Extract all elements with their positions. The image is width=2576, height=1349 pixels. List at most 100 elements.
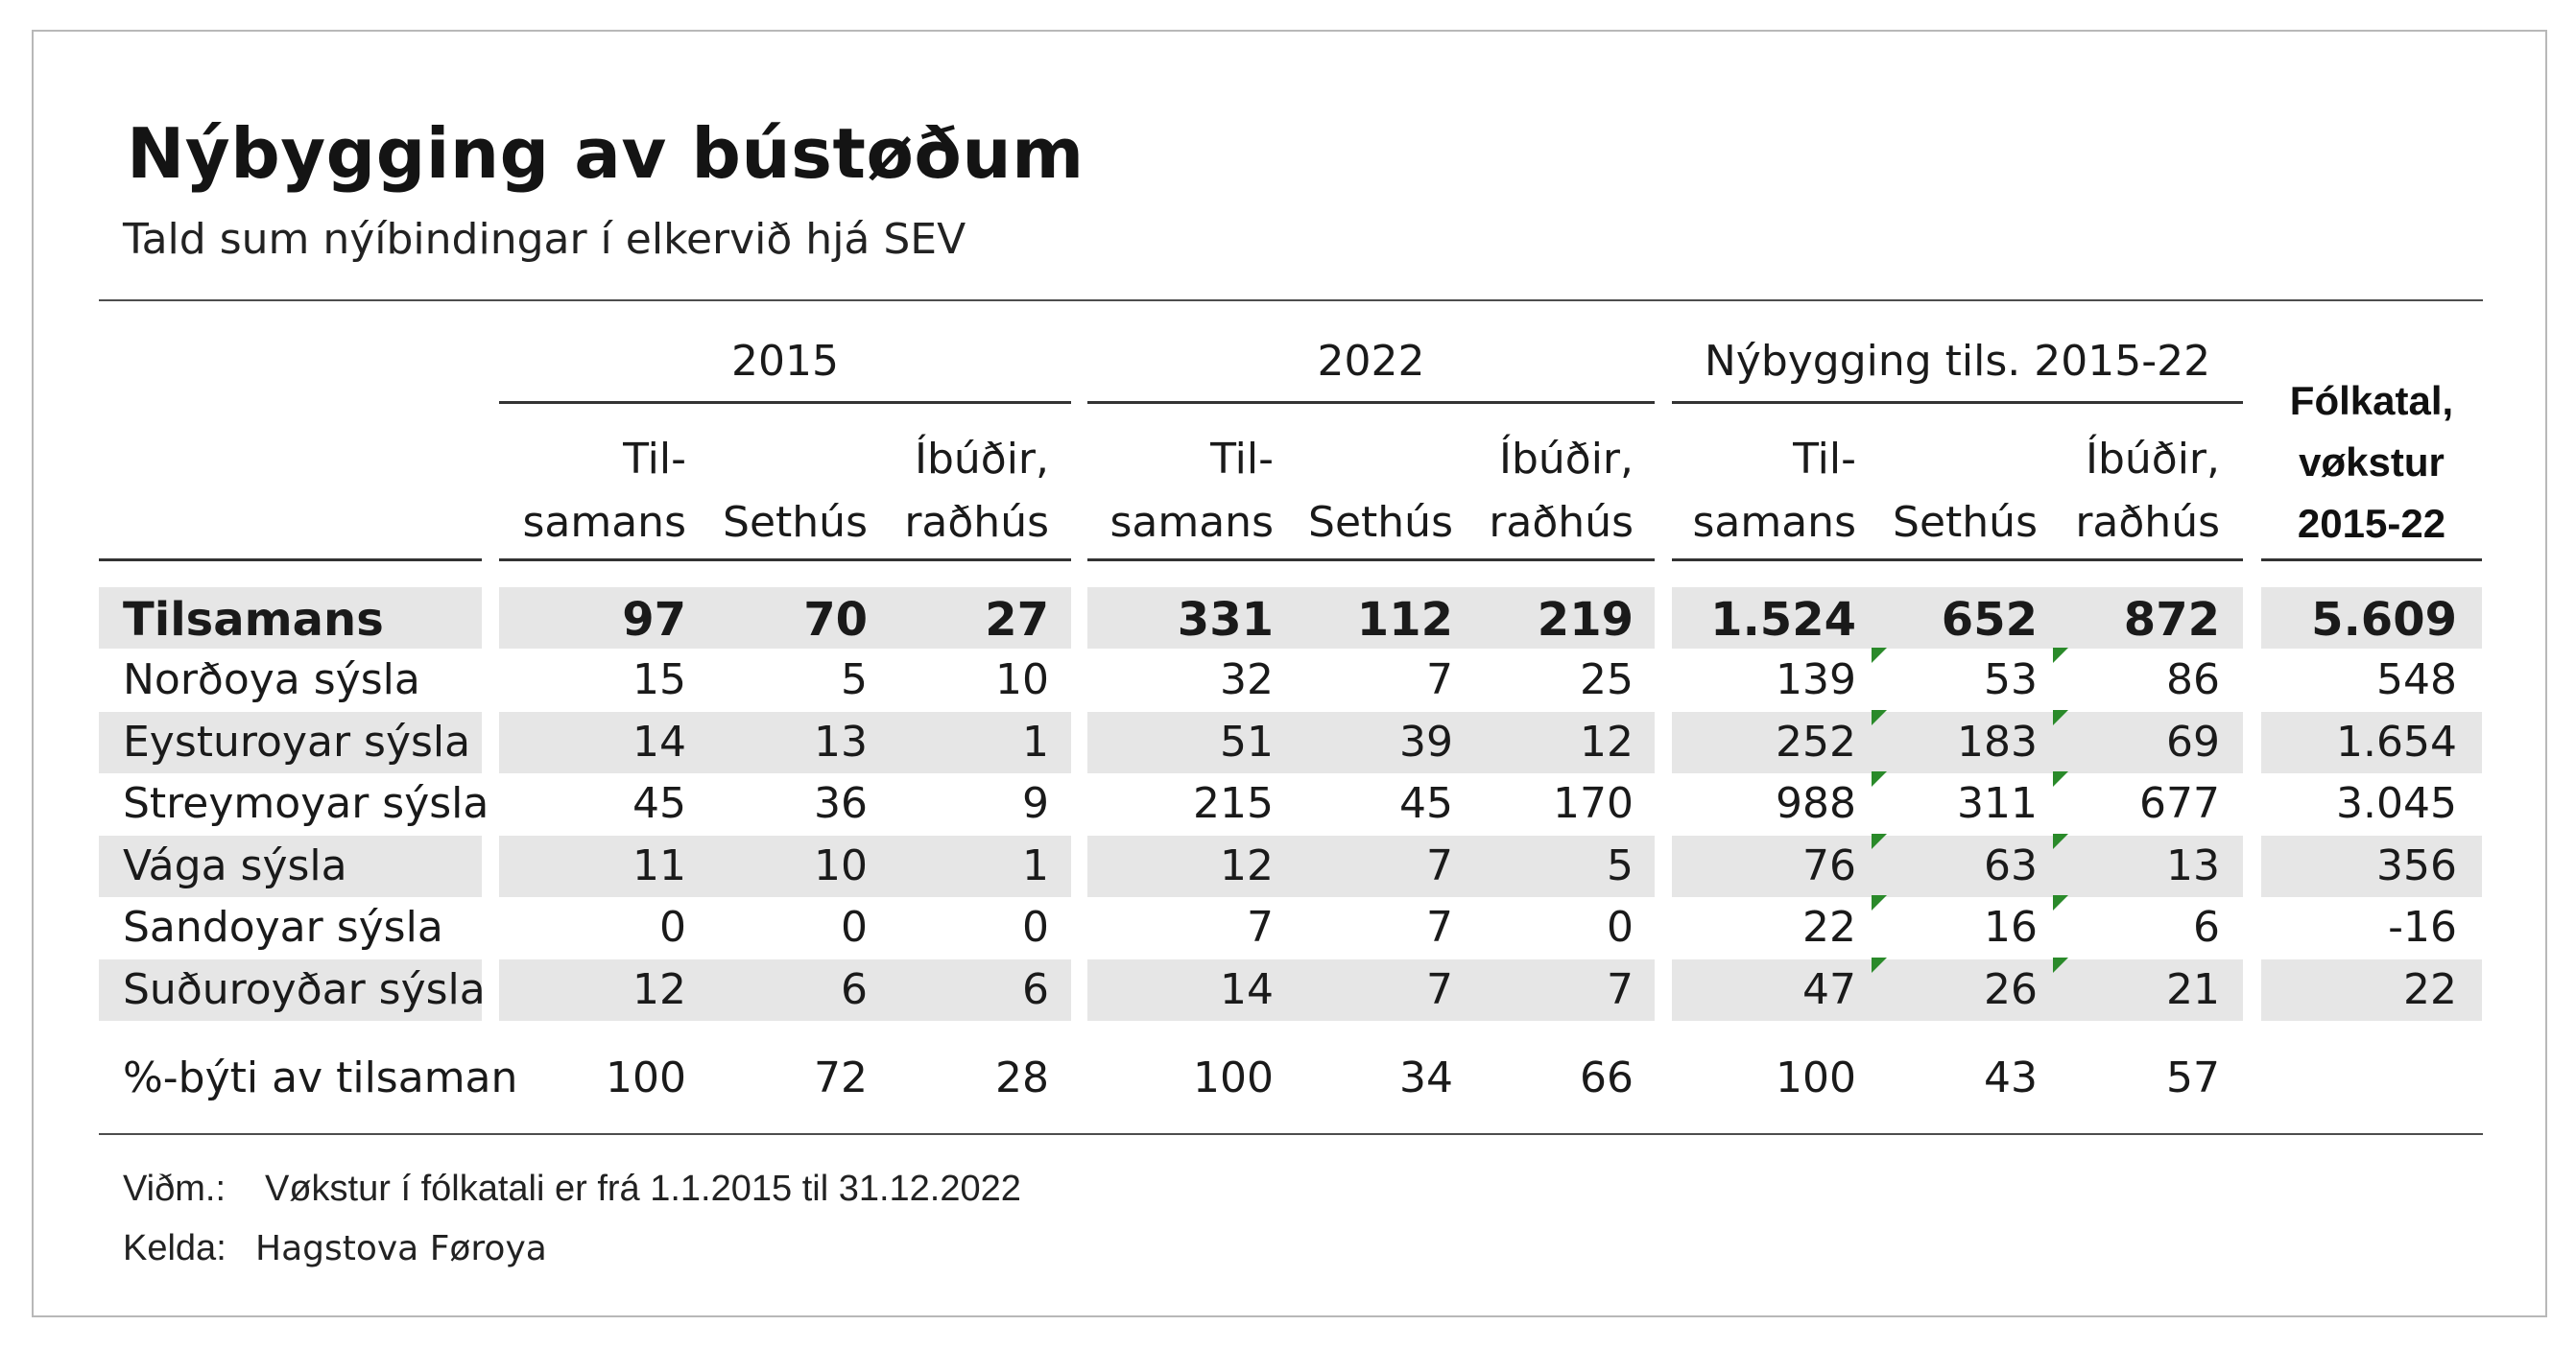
share-cell: 57 xyxy=(2166,1053,2220,1102)
table-cell: 53 xyxy=(1984,655,2038,704)
share-cell: 100 xyxy=(1193,1053,1274,1102)
header-bottom-rule xyxy=(99,558,482,561)
share-cell: 72 xyxy=(814,1053,868,1102)
column-header: Sethús xyxy=(1261,428,1453,555)
table-cell: 26 xyxy=(1984,965,2038,1014)
row-shading xyxy=(499,587,1071,649)
table-cell: 7 xyxy=(1607,965,1634,1014)
table-cell: 9 xyxy=(1022,779,1049,828)
table-cell: 13 xyxy=(2166,841,2220,890)
table-cell: 47 xyxy=(1802,965,1856,1014)
table-cell: 1 xyxy=(1022,718,1049,767)
group-header-underline xyxy=(1672,401,2243,404)
table-cell: 0 xyxy=(841,903,868,952)
header-bottom-rule xyxy=(1087,558,1655,561)
table-cell: 311 xyxy=(1957,779,2038,828)
table-cell: 1.654 xyxy=(2336,718,2457,767)
source-label: Kelda: xyxy=(123,1228,227,1268)
row-shading xyxy=(1087,959,1655,1021)
share-cell: 43 xyxy=(1984,1053,2038,1102)
column-header-line: samans xyxy=(1109,498,1274,547)
table-cell: 69 xyxy=(2166,718,2220,767)
table-cell: 5 xyxy=(841,655,868,704)
row-shading xyxy=(499,712,1071,773)
table-cell: 25 xyxy=(1580,655,1634,704)
table-cell: 219 xyxy=(1537,593,1634,647)
table-cell: 6 xyxy=(1022,965,1049,1014)
table-cell: 12 xyxy=(632,965,686,1014)
row-label: Tilsamans xyxy=(123,593,384,647)
row-shading xyxy=(2261,836,2482,897)
column-header-line: samans xyxy=(522,498,686,547)
row-label: Vága sýsla xyxy=(123,841,347,890)
table-cell: 3.045 xyxy=(2336,779,2457,828)
share-cell: 100 xyxy=(1776,1053,1856,1102)
column-header: Íbúðir, raðhús xyxy=(1442,428,1634,555)
subtitle: Tald sum nýíbindingar í elkervið hjá SEV xyxy=(123,215,966,264)
row-label: Suðuroyðar sýsla xyxy=(123,965,486,1014)
row-shading xyxy=(99,959,482,1021)
table-cell: 5.609 xyxy=(2311,593,2457,647)
column-header-line: raðhús xyxy=(2075,498,2220,547)
column-header-line: Íbúðir, xyxy=(914,435,1049,484)
source-text: Hagstova Føroya xyxy=(255,1229,547,1268)
column-header: Til-samans xyxy=(494,428,686,555)
column-header-line xyxy=(1261,428,1453,491)
comment-marker xyxy=(2053,895,2068,911)
table-cell: 10 xyxy=(814,841,868,890)
row-shading xyxy=(99,712,482,773)
comment-marker xyxy=(1872,648,1887,663)
table-cell: 252 xyxy=(1776,718,1856,767)
column-header-line: Sethús xyxy=(1893,498,2038,547)
column-header-line: Til- xyxy=(1793,435,1856,484)
table-cell: 10 xyxy=(995,655,1049,704)
table-cell: 14 xyxy=(632,718,686,767)
table-cell: 14 xyxy=(1220,965,1274,1014)
table-cell: 7 xyxy=(1426,965,1453,1014)
header-bottom-rule xyxy=(2261,558,2482,561)
row-shading xyxy=(499,836,1071,897)
comment-marker xyxy=(2053,648,2068,663)
group-header: Nýbygging tils. 2015-22 xyxy=(1704,337,2211,386)
group-header-underline xyxy=(1087,401,1655,404)
row-shading xyxy=(1087,836,1655,897)
table-cell: 45 xyxy=(632,779,686,828)
table-cell: 1 xyxy=(1022,841,1049,890)
row-label: Streymoyar sýsla xyxy=(123,779,489,828)
table-cell: 6 xyxy=(2193,903,2220,952)
table-cell: 7 xyxy=(1426,903,1453,952)
share-row-label: %-býti av tilsaman xyxy=(123,1053,518,1102)
comment-marker xyxy=(2053,710,2068,725)
share-cell: 28 xyxy=(995,1053,1049,1102)
table-cell: 12 xyxy=(1220,841,1274,890)
folkatal-header-line: 2015-22 xyxy=(2297,501,2446,546)
row-shading xyxy=(1087,587,1655,649)
row-shading xyxy=(499,959,1071,1021)
column-header: Íbúðir, raðhús xyxy=(2028,428,2220,555)
row-shading xyxy=(2261,712,2482,773)
column-header: Sethús xyxy=(676,428,868,555)
column-header-line: samans xyxy=(1692,498,1856,547)
table-cell: 12 xyxy=(1580,718,1634,767)
comment-marker xyxy=(1872,895,1887,911)
table-cell: 215 xyxy=(1193,779,1274,828)
folkatal-header-line: Fólkatal, xyxy=(2289,378,2454,423)
bottom-rule xyxy=(99,1133,2483,1135)
column-header-line: Sethús xyxy=(723,498,868,547)
table-cell: 97 xyxy=(622,593,686,647)
table-cell: 86 xyxy=(2166,655,2220,704)
table-cell: 15 xyxy=(632,655,686,704)
table-cell: 13 xyxy=(814,718,868,767)
table-cell: 70 xyxy=(803,593,868,647)
group-header: 2022 xyxy=(1317,337,1425,386)
table-frame xyxy=(32,30,2547,1317)
column-header-line: Sethús xyxy=(1308,498,1453,547)
column-header: Til-samans xyxy=(1082,428,1274,555)
table-cell: 1.524 xyxy=(1710,593,1856,647)
column-header: Til-samans xyxy=(1664,428,1856,555)
column-header-line: raðhús xyxy=(1489,498,1634,547)
table-cell: 331 xyxy=(1177,593,1274,647)
table-cell: 139 xyxy=(1776,655,1856,704)
table-cell: 32 xyxy=(1220,655,1274,704)
header-bottom-rule xyxy=(1672,558,2243,561)
